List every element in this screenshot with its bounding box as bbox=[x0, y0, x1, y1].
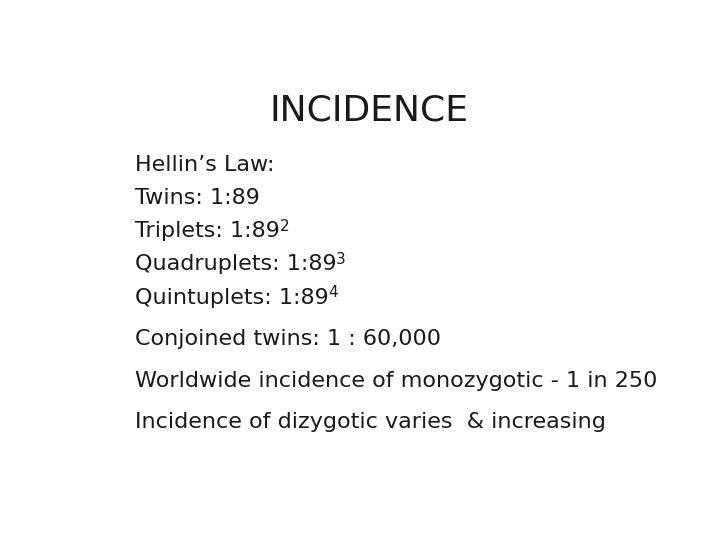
Text: Twins: 1:89: Twins: 1:89 bbox=[135, 188, 259, 208]
Text: Hellin’s Law:: Hellin’s Law: bbox=[135, 154, 274, 174]
Text: Worldwide incidence of monozygotic - 1 in 250: Worldwide incidence of monozygotic - 1 i… bbox=[135, 371, 657, 391]
Text: Quintuplets: 1:89: Quintuplets: 1:89 bbox=[135, 288, 328, 308]
Text: Conjoined twins: 1 : 60,000: Conjoined twins: 1 : 60,000 bbox=[135, 329, 441, 349]
Text: 3: 3 bbox=[336, 252, 346, 267]
Text: Triplets: 1:89: Triplets: 1:89 bbox=[135, 221, 279, 241]
Text: Quadruplets: 1:89: Quadruplets: 1:89 bbox=[135, 254, 336, 274]
Text: INCIDENCE: INCIDENCE bbox=[269, 94, 469, 128]
Text: 2: 2 bbox=[279, 219, 289, 234]
Text: 4: 4 bbox=[328, 286, 338, 300]
Text: Incidence of dizygotic varies  & increasing: Incidence of dizygotic varies & increasi… bbox=[135, 413, 606, 433]
